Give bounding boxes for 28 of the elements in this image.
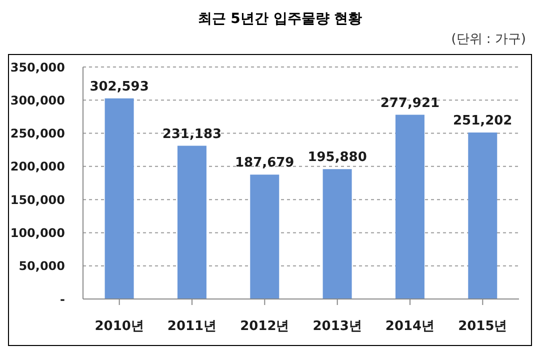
data-label: 277,921 (380, 96, 440, 111)
data-label: 251,202 (453, 113, 512, 128)
y-tick-label: 300,000 (10, 93, 65, 108)
bar (322, 169, 352, 299)
y-tick-label: 50,000 (18, 259, 65, 274)
bar (468, 132, 498, 299)
data-label: 231,183 (162, 126, 222, 142)
x-tick-label: 2014년 (385, 319, 435, 334)
data-label: 195,880 (308, 150, 367, 166)
y-tick-label: - (60, 292, 66, 306)
data-label: 302,593 (90, 79, 149, 94)
x-tick-label: 2013년 (312, 319, 362, 334)
bar (250, 174, 280, 299)
y-tick-label: 150,000 (10, 192, 65, 207)
y-tick-label: 250,000 (10, 126, 65, 141)
y-tick-label: 100,000 (10, 226, 65, 240)
x-tick-label: 2011년 (167, 319, 217, 334)
x-tick-label: 2015년 (458, 319, 508, 334)
bar (395, 114, 424, 299)
y-tick-label: 200,000 (10, 160, 65, 174)
data-label: 187,679 (235, 156, 294, 171)
y-tick-label: 350,000 (10, 60, 65, 74)
x-tick-label: 2010년 (94, 319, 144, 334)
x-tick-label: 2012년 (240, 319, 290, 334)
bar (177, 146, 206, 299)
bar (104, 98, 134, 299)
chart-title: 최근 5년간 입주물량 현황 (196, 10, 364, 29)
text: (단위 : 가구) (450, 31, 527, 49)
